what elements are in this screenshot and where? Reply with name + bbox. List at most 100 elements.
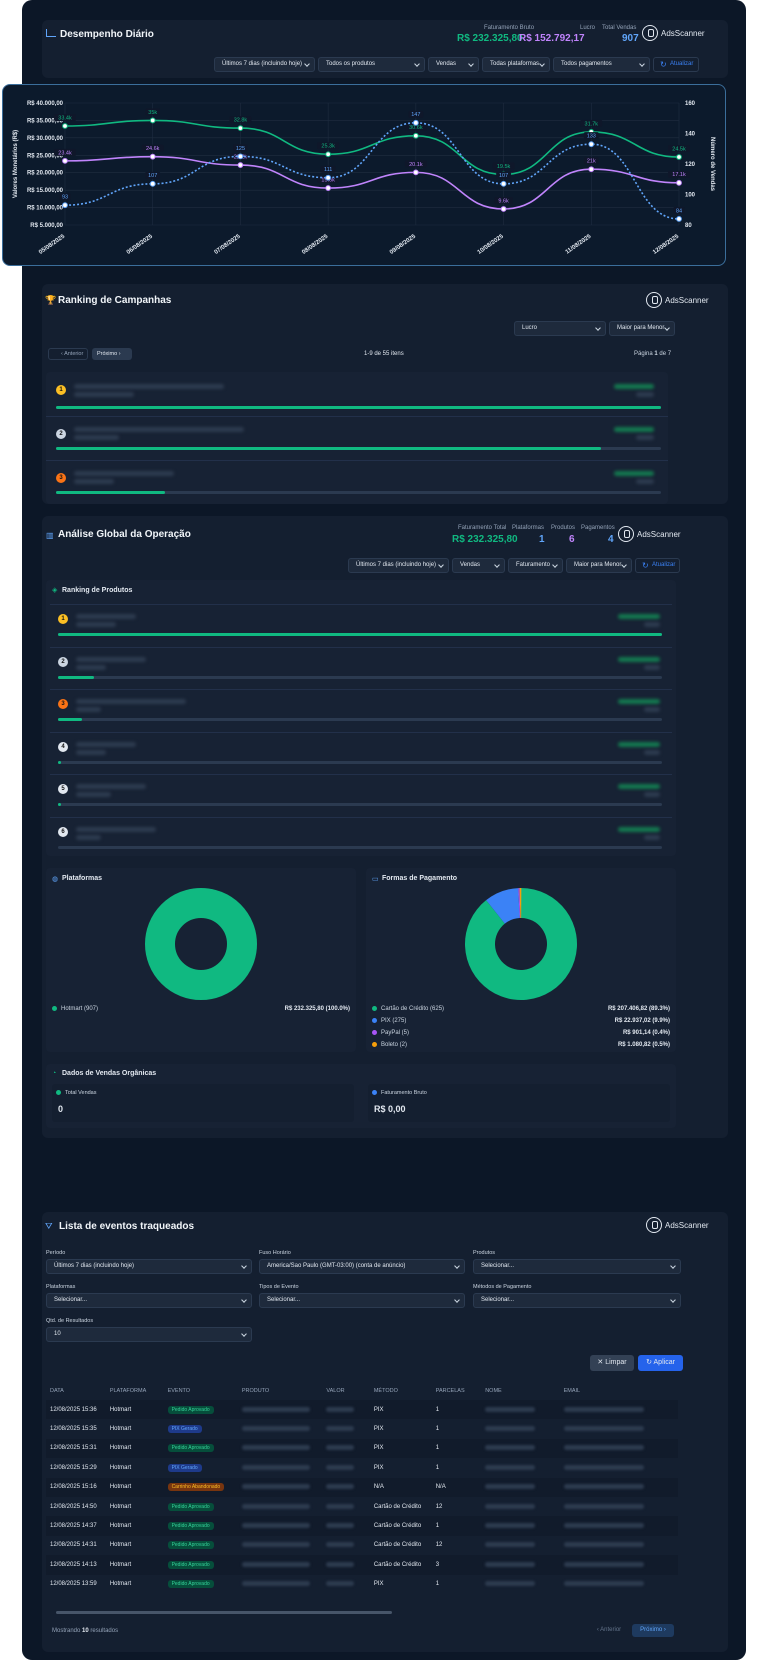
kpi-total-label: Faturamento Total [458, 525, 507, 531]
data-point[interactable] [412, 119, 419, 126]
campaign-row[interactable]: 3 [46, 460, 668, 502]
data-point[interactable] [237, 125, 244, 131]
data-label-bg [145, 108, 161, 116]
data-point[interactable] [588, 166, 595, 173]
data-point[interactable] [500, 206, 507, 212]
data-point[interactable] [62, 157, 68, 164]
column-header[interactable]: VALOR [326, 1388, 345, 1394]
column-header[interactable]: EVENTO [167, 1388, 191, 1394]
organic-panel: ◔ Dados de Vendas Orgânicas Total Vendas… [46, 1064, 676, 1128]
status-badge: Pedido Aprovado [167, 1522, 214, 1531]
global-filter-order[interactable]: Maior para Menor [566, 558, 632, 573]
filter-payments[interactable]: Todos pagamentos [553, 57, 650, 72]
table-row[interactable]: 12/08/2025 13:59 Hotmart Pedido Aprovado PI… [46, 1575, 678, 1594]
campaign-row[interactable]: 2 [46, 416, 668, 458]
data-point[interactable] [325, 174, 332, 181]
table-row[interactable]: 12/08/2025 15:31 Hotmart Pedido Aprovado PI… [46, 1438, 678, 1459]
filter-products[interactable]: Todos os produtos [318, 57, 425, 72]
donut-slice[interactable] [486, 888, 520, 924]
data-point[interactable] [412, 169, 419, 176]
data-point[interactable] [62, 123, 68, 129]
table-row[interactable]: 12/08/2025 15:36 Hotmart Pedido Aprovado PI… [46, 1400, 678, 1420]
filter-platforms[interactable]: Todas plataformas [482, 57, 550, 72]
data-point[interactable] [676, 154, 682, 160]
column-header[interactable]: MÉTODO [373, 1388, 398, 1394]
events-prev-button[interactable]: ‹ Anterior [596, 1627, 622, 1633]
platforms-select[interactable]: Selecionar... [46, 1293, 252, 1308]
h-scrollbar[interactable] [56, 1611, 392, 1614]
table-row[interactable]: 12/08/2025 15:16 Hotmart Carrinho Abandona… [46, 1477, 678, 1497]
data-point[interactable] [237, 153, 244, 160]
data-point[interactable] [412, 132, 419, 139]
data-label-bg [408, 110, 424, 118]
events-next-button[interactable]: Próximo › [632, 1624, 674, 1637]
column-header[interactable]: NOME [485, 1388, 502, 1394]
data-point[interactable] [62, 202, 68, 209]
data-label: 35k [148, 110, 157, 116]
table-row[interactable]: 12/08/2025 14:13 Hotmart Pedido Aprovado Ca… [46, 1555, 678, 1575]
donut-slice[interactable] [519, 888, 522, 919]
data-point[interactable] [325, 185, 332, 191]
data-point[interactable] [325, 151, 332, 158]
data-point[interactable] [500, 180, 507, 187]
filter-period[interactable]: Últimos 7 dias (incluindo hoje) [214, 57, 315, 72]
product-row[interactable]: 3 [50, 689, 672, 729]
payment-methods-select[interactable]: Selecionar... [473, 1293, 681, 1308]
data-label: 25.3k [321, 144, 335, 150]
apply-button[interactable]: ↻ Aplicar [638, 1355, 683, 1371]
sort-order[interactable]: Maior para Menor [609, 321, 675, 336]
product-row[interactable]: 2 [50, 646, 672, 687]
global-filter-metric[interactable]: Vendas [452, 558, 505, 573]
donut-slice[interactable] [518, 888, 521, 919]
kpi-total-value: R$ 232.325,80 [452, 534, 518, 545]
sort-field[interactable]: Lucro [514, 321, 606, 336]
events-card: ⛛ Lista de eventos traqueados AdsScanner… [42, 1212, 728, 1652]
products-select[interactable]: Selecionar... [473, 1259, 681, 1274]
y-tick-left: R$ 40.000,00 [27, 101, 64, 107]
qty-select[interactable]: 10 [46, 1327, 252, 1342]
data-point[interactable] [149, 180, 156, 187]
data-label: 93 [62, 195, 68, 201]
data-label-bg [580, 119, 603, 127]
refresh-button[interactable]: Atualizar [653, 57, 699, 72]
column-header[interactable]: PLATAFORMA [109, 1388, 147, 1394]
next-button[interactable]: Próximo › [92, 348, 132, 360]
column-header[interactable]: PARCELAS [435, 1388, 465, 1394]
clear-button[interactable]: ✕ Limpar [590, 1355, 634, 1371]
product-row[interactable]: 5 [50, 774, 672, 814]
global-filter-value[interactable]: Faturamento [508, 558, 563, 573]
data-label: 111 [324, 167, 332, 173]
product-row[interactable]: 6 [50, 816, 672, 857]
filter-metric[interactable]: Vendas [428, 57, 479, 72]
table-row[interactable]: 12/08/2025 14:37 Hotmart Pedido Aprovado Ca… [46, 1516, 678, 1536]
column-header[interactable]: TE [675, 1382, 678, 1400]
data-point[interactable] [676, 216, 682, 222]
rank-badge: 1 [58, 614, 68, 624]
event-types-select[interactable]: Selecionar... [259, 1293, 465, 1308]
data-point[interactable] [149, 117, 156, 124]
campaign-row[interactable]: 1 [46, 372, 668, 414]
column-header[interactable]: PRODUTO [241, 1388, 270, 1394]
data-point[interactable] [588, 141, 595, 148]
product-row[interactable]: 4 [50, 731, 672, 772]
data-point[interactable] [237, 162, 244, 168]
y-tick-right: 160 [685, 101, 696, 107]
data-point[interactable] [149, 153, 156, 160]
global-filter-period[interactable]: Últimos 7 dias (incluindo hoje) [348, 558, 449, 573]
table-row[interactable]: 12/08/2025 14:50 Hotmart Pedido Aprovado Ca… [46, 1497, 678, 1516]
table-row[interactable]: 12/08/2025 14:31 Hotmart Pedido Aprovado Ca… [46, 1536, 678, 1555]
data-label: 19.5k [497, 164, 511, 170]
data-label-bg [583, 157, 599, 165]
column-header[interactable]: EMAIL [563, 1388, 581, 1394]
global-refresh-button[interactable]: Atualizar [635, 558, 680, 573]
donut-slice[interactable] [145, 888, 257, 1000]
timezone-select[interactable]: America/Sao Paulo (GMT-03:00) (conta de … [259, 1259, 465, 1274]
donut-slice[interactable] [465, 888, 577, 1000]
prev-button[interactable]: ‹ Anterior [48, 348, 88, 360]
period-select[interactable]: Últimos 7 dias (incluindo hoje) [46, 1259, 252, 1274]
data-point[interactable] [676, 179, 682, 186]
column-header[interactable]: DATA [50, 1388, 64, 1394]
product-row[interactable]: 1 [50, 604, 672, 644]
